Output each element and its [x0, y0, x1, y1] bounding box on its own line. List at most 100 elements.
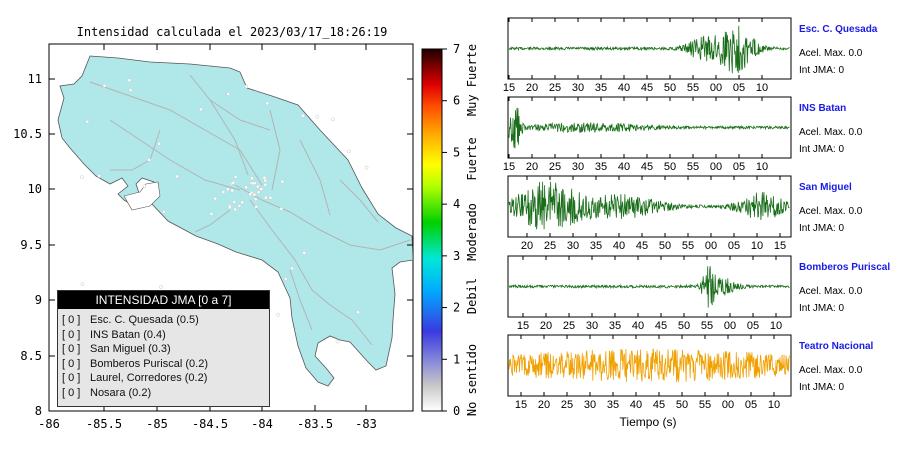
- station-dot: [80, 282, 85, 287]
- station-dot: [142, 184, 147, 189]
- map-y-axis: 11 10.5 10 9.5 9 8.5 8: [13, 72, 413, 418]
- colorbar-tick-label: 6: [453, 94, 460, 108]
- station-dot: [259, 187, 264, 191]
- legend-row-level: [ 0 ]: [62, 343, 81, 355]
- station-name: San Miguel: [799, 182, 852, 193]
- station-dot: [147, 158, 151, 162]
- legend-row: [ 0 ] INS Batan (0.4): [58, 328, 269, 343]
- station-dot: [364, 165, 369, 170]
- waveform-tick-label: 20: [521, 240, 533, 252]
- waveform-tick-label: 00: [722, 399, 734, 411]
- waveform-tick-label: 25: [549, 161, 561, 173]
- station-dot: [80, 175, 84, 179]
- waveform-tick-label: 30: [567, 240, 579, 252]
- colorbar: [421, 48, 443, 412]
- waveform-tick-label: 55: [687, 82, 699, 94]
- station-dot: [159, 285, 163, 289]
- waveform-tick-label: 15: [515, 399, 527, 411]
- map-x-tick-label: -86: [38, 417, 60, 431]
- legend-row-level: [ 0 ]: [62, 372, 81, 384]
- legend-row-label: Bomberos Puriscal (0.2): [90, 357, 208, 370]
- waveform-panel: 15 20 25 30 35 40 45 50 55 00 05 10 INS Batan Acel. M…: [503, 96, 863, 173]
- waveform-tick-label: 30: [584, 399, 596, 411]
- station-dot: [213, 196, 217, 201]
- waveform-tick-label: 45: [653, 399, 665, 411]
- waveform-tick-label: 05: [747, 320, 759, 332]
- station-dot: [226, 92, 230, 96]
- station-acel-max: Acel. Max. 0.0: [799, 206, 863, 217]
- waveform-tick-label: 55: [687, 161, 699, 173]
- waveform-tick-label: 25: [544, 240, 556, 252]
- legend-row-level: [ 0 ]: [62, 357, 81, 370]
- waveform-tick-label: 15: [774, 240, 786, 252]
- station-acel-max: Acel. Max. 0.0: [799, 286, 863, 297]
- station-dot: [251, 181, 255, 186]
- colorbar-tick-label: 4: [453, 197, 460, 211]
- station-dot: [347, 149, 351, 154]
- colorbar-category-labels: No sentido Debil Moderado Fuerte Muy Fuerte: [465, 44, 479, 416]
- station-dot: [283, 277, 288, 281]
- map-x-tick-label: -85: [146, 417, 168, 431]
- station-dot: [199, 107, 203, 112]
- waveform-panel: 15 20 25 30 35 40 45 50 55 00 05 10 Teatro Nacional A…: [507, 334, 873, 411]
- waveform-tick-label: 55: [699, 399, 711, 411]
- station-name: Esc. C. Quesada: [799, 24, 878, 35]
- legend-row: [ 0 ] Nosara (0.2): [58, 386, 269, 401]
- waveform-trace: [508, 348, 790, 383]
- station-dot: [263, 178, 268, 183]
- road-network: [89, 74, 411, 346]
- waveform-tick-label: 00: [724, 320, 736, 332]
- legend-title: INTENSIDAD JMA [0 a 7]: [58, 291, 269, 309]
- map-y-tick-label: 11: [28, 72, 42, 86]
- legend-row-label: Esc. C. Quesada (0.5): [90, 314, 199, 326]
- legend-row-level: [ 0 ]: [62, 386, 81, 399]
- station-dot: [233, 207, 237, 212]
- station-dot: [221, 190, 226, 194]
- station-name: Teatro Nacional: [799, 341, 873, 352]
- waveform-xlabel: Tiempo (s): [620, 415, 677, 429]
- colorbar-tick-label: 2: [453, 301, 460, 315]
- map-title: Intensidad calculada el 2023/03/17_18:26…: [77, 25, 388, 39]
- legend-row-label: Laurel, Corredores (0.2): [90, 372, 208, 384]
- waveform-tick-label: 20: [538, 399, 550, 411]
- colorbar-tick-label: 7: [453, 42, 460, 56]
- station-dot: [280, 179, 285, 184]
- waveform-tick-label: 35: [607, 399, 619, 411]
- station-dot: [290, 266, 294, 271]
- station-acel-max: Acel. Max. 0.0: [799, 127, 863, 138]
- legend-row-level: [ 0 ]: [62, 314, 81, 326]
- station-jma-intensity: Int JMA: 0: [799, 382, 844, 393]
- waveform-tick-label: 50: [659, 240, 671, 252]
- station-dot: [230, 188, 234, 193]
- waveform-tick-label: 05: [728, 240, 740, 252]
- map-x-tick-label: -85.5: [86, 417, 122, 431]
- colorbar-tick-label: 0: [453, 404, 460, 418]
- waveform-panels: 15 20 25 30 35 40 45 50 55 00 05 10 Esc. C. Quesada A…: [503, 17, 890, 411]
- waveform-tick-label: 05: [733, 161, 745, 173]
- waveform-tick-label: 15: [517, 320, 529, 332]
- waveform-panel: 20 25 30 35 40 45 50 55 00 05 10 15 San Miguel Acel. …: [507, 175, 863, 252]
- waveform-trace: [508, 107, 790, 149]
- waveform-tick-label: 15: [503, 82, 515, 94]
- station-jma-intensity: Int JMA: 0: [799, 223, 844, 234]
- station-acel-max: Acel. Max. 0.0: [799, 48, 863, 59]
- waveform-tick-label: 10: [751, 240, 763, 252]
- station-dot: [252, 192, 257, 197]
- waveform-tick-label: 15: [503, 161, 515, 173]
- station-dot: [85, 119, 90, 124]
- station-dot: [264, 195, 268, 200]
- waveform-tick-label: 50: [676, 399, 688, 411]
- waveform-tick-label: 25: [549, 82, 561, 94]
- station-dot: [227, 205, 232, 210]
- waveform-tick-label: 25: [563, 320, 575, 332]
- waveform-tick-label: 00: [710, 82, 722, 94]
- station-dot: [175, 174, 179, 179]
- station-dot: [162, 209, 166, 214]
- station-dot: [128, 88, 133, 92]
- waveform-trace: [508, 266, 790, 308]
- waveform-panel: 15 20 25 30 35 40 45 50 55 00 05 10 Esc. C. Quesada A…: [503, 17, 878, 94]
- station-dot: [102, 83, 107, 88]
- waveform-tick-label: 10: [756, 161, 768, 173]
- station-dot: [209, 212, 214, 216]
